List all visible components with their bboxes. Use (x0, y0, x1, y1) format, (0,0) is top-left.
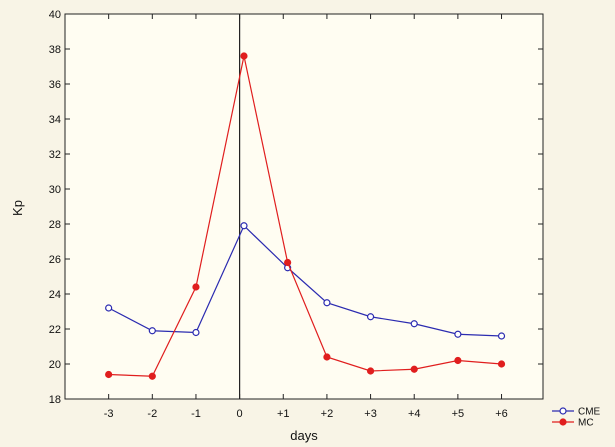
y-axis: 18 20 22 24 26 28 30 32 34 36 38 40 (49, 9, 543, 406)
x-tick-label: +1 (277, 408, 290, 420)
y-tick-label: 32 (49, 149, 61, 161)
series-layer (105, 52, 506, 380)
x-axis: -3 -2 -1 0 +1 +2 +3 +4 +5 +6 (104, 14, 508, 420)
cme-point (240, 222, 248, 230)
cme-point (410, 320, 418, 328)
cme-point (192, 328, 200, 337)
mc-line (108, 55, 502, 377)
y-tick-label: 28 (49, 219, 61, 231)
mc-point (366, 367, 375, 375)
y-tick-label: 22 (49, 324, 61, 336)
x-tick-label: +2 (321, 408, 334, 420)
y-tick-label: 26 (49, 254, 61, 266)
mc-legend-label: MC (578, 418, 594, 429)
cme-point (366, 313, 375, 321)
mc-point (454, 356, 462, 365)
mc-point (148, 372, 156, 380)
x-tick-label: -2 (147, 408, 157, 420)
cme-legend-label: CME (578, 407, 601, 418)
cme-point (497, 332, 506, 340)
mc-legend-marker (559, 418, 567, 426)
y-tick-label: 38 (49, 44, 61, 56)
x-tick-label: +6 (495, 408, 508, 420)
x-tick-label: -1 (191, 408, 201, 420)
x-tick-label: +5 (452, 408, 465, 420)
x-axis-label: days (290, 428, 318, 443)
y-tick-label: 24 (49, 289, 61, 301)
y-axis-label: Kp (10, 200, 25, 216)
y-tick-label: 20 (49, 359, 61, 371)
mc-point (323, 353, 331, 361)
cme-point (454, 330, 462, 338)
mc-point (284, 258, 292, 267)
mc-point (105, 370, 113, 379)
mc-point (497, 360, 506, 368)
x-tick-label: 0 (237, 408, 243, 420)
x-tick-label: +4 (408, 408, 421, 420)
y-tick-label: 36 (49, 79, 61, 91)
y-tick-label: 18 (49, 394, 61, 406)
mc-point (192, 283, 200, 291)
y-tick-label: 40 (49, 9, 61, 21)
cme-legend-marker (559, 407, 567, 415)
y-tick-label: 30 (49, 184, 61, 196)
y-tick-label: 34 (49, 114, 61, 126)
x-tick-label: -3 (104, 408, 114, 420)
x-tick-label: +3 (364, 408, 377, 420)
cme-point (105, 304, 113, 312)
cme-point (148, 327, 156, 335)
mc-point (410, 365, 418, 373)
plot-area (64, 13, 544, 400)
cme-point (323, 299, 331, 307)
mc-point (240, 52, 248, 60)
